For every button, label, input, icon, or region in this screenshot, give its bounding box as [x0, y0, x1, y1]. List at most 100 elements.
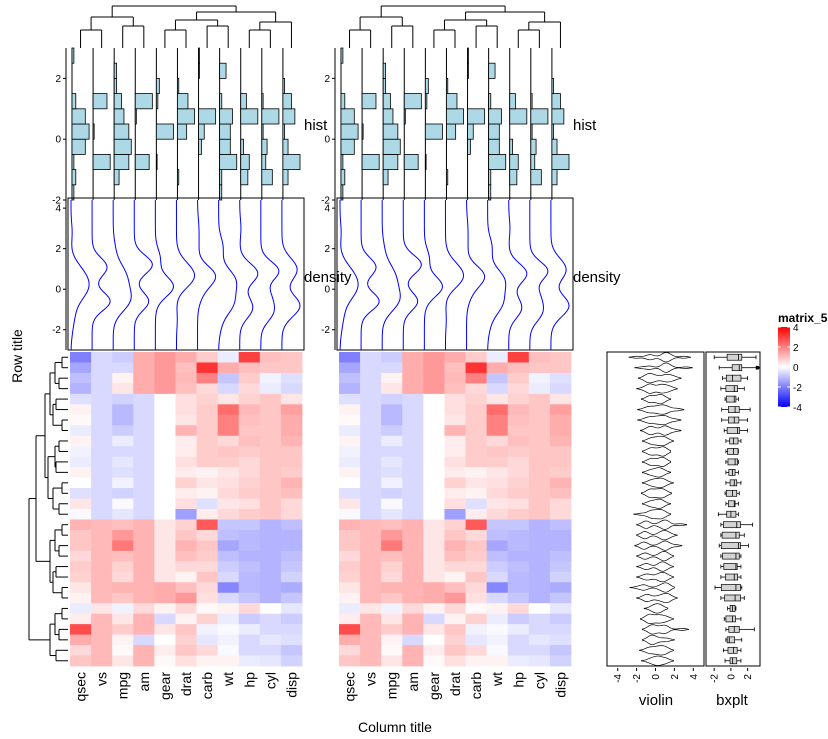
boxplot-box [728, 416, 740, 424]
heatmap-cell [423, 592, 445, 604]
heatmap-cell [238, 509, 261, 520]
hist-bar [71, 123, 90, 140]
heatmap-cell [154, 352, 176, 363]
hist-bar [424, 153, 427, 170]
heatmap-cell [217, 414, 240, 426]
heatmap-cell [259, 634, 282, 646]
heatmap-cell [423, 456, 445, 468]
heatmap-cell [402, 467, 424, 478]
heatmap-cell [486, 467, 509, 478]
heatmap-cell [217, 498, 240, 510]
heatmap-cell [259, 446, 282, 458]
heatmap-cell [91, 603, 113, 615]
heatmap-cell [423, 498, 445, 510]
hist-bar [446, 78, 449, 95]
heatmap-cell [154, 362, 176, 374]
heatmap-cell [133, 592, 155, 604]
density-curve [402, 200, 422, 350]
boxplot-frame [705, 351, 761, 667]
heatmap-cell [423, 425, 445, 437]
heatmap-cell [486, 362, 509, 374]
heatmap-cell [423, 404, 445, 416]
hist-bar [424, 123, 443, 140]
violin-shape [641, 467, 671, 478]
heatmap-cell [402, 582, 424, 594]
heatmap-cell [259, 414, 282, 426]
heatmap-cell [549, 645, 572, 656]
heatmap-cell [70, 435, 92, 447]
boxplot-box [728, 469, 736, 476]
heatmap-cell [280, 498, 303, 510]
hist-bar [71, 138, 86, 155]
heatmap-cell [280, 509, 303, 520]
heatmap-cell [91, 456, 113, 468]
hist-bar [340, 153, 344, 170]
heatmap-cell [507, 393, 530, 405]
heatmap-cell [259, 456, 282, 468]
heatmap-cell [507, 372, 530, 384]
heatmap-cell [465, 561, 488, 573]
heatmap-cell [381, 561, 403, 573]
column-label: wt [220, 672, 236, 687]
heatmap-cell [175, 446, 197, 458]
heatmap-cell [423, 645, 445, 656]
hist-bar [198, 123, 205, 140]
heatmap-cell [280, 592, 303, 604]
heatmap-cell [196, 372, 219, 384]
hist-bar [219, 138, 231, 155]
heatmap-cell [465, 383, 488, 395]
density-curve [175, 200, 196, 350]
heatmap-cell [154, 645, 176, 656]
heatmap-cell [339, 571, 361, 583]
heatmap-cell [465, 352, 488, 363]
heatmap-cell [549, 529, 572, 541]
heatmap-cell [280, 645, 303, 656]
heatmap-cell [486, 446, 509, 458]
boxplot-box [722, 552, 740, 560]
heatmap-cell [465, 446, 488, 458]
heatmap-cell [238, 414, 261, 426]
boxplot-box [725, 615, 736, 623]
heatmap-cell [133, 488, 155, 499]
heatmap-cell [196, 519, 219, 531]
heatmap-cell [465, 435, 488, 447]
heatmap-cell [259, 571, 282, 583]
heatmap-cell [259, 498, 282, 510]
heatmap-cell [444, 383, 466, 395]
column-label: disp [553, 672, 569, 698]
boxplot-box [727, 646, 738, 654]
heatmap-cell [133, 529, 155, 541]
violin-shape [636, 561, 674, 572]
heatmap-cell [486, 477, 509, 489]
heatmap-cell [133, 561, 155, 573]
heatmap-cell [507, 435, 530, 447]
heatmap-cell [528, 467, 551, 478]
density-curve [91, 200, 111, 350]
heatmap-cell [259, 477, 282, 489]
heatmap-cell [444, 404, 466, 416]
heatmap-cell [528, 414, 551, 426]
boxplot-box [726, 636, 736, 644]
heatmap-cell [238, 488, 261, 499]
heatmap-cell [154, 603, 176, 615]
heatmap-cell [112, 561, 134, 573]
heatmap-cell [112, 425, 134, 437]
heatmap-cell [465, 467, 488, 478]
heatmap-cell [423, 550, 445, 562]
heatmap-cell [528, 488, 551, 499]
density-curve [239, 200, 259, 350]
heatmap-cell [259, 624, 282, 635]
heatmap-cell [280, 550, 303, 562]
heatmap-cell [70, 414, 92, 426]
heatmap-cell [112, 435, 134, 447]
heatmap-cell [175, 582, 197, 594]
heatmap-cell [381, 603, 403, 615]
column-label: gear [426, 672, 442, 700]
row-title: Row title [9, 329, 25, 383]
heatmap-cell [528, 509, 551, 520]
hist-bar [488, 93, 492, 110]
heatmap-cell [175, 425, 197, 437]
heatmap-cell [196, 529, 219, 541]
density-tick-label: 2 [55, 244, 61, 255]
